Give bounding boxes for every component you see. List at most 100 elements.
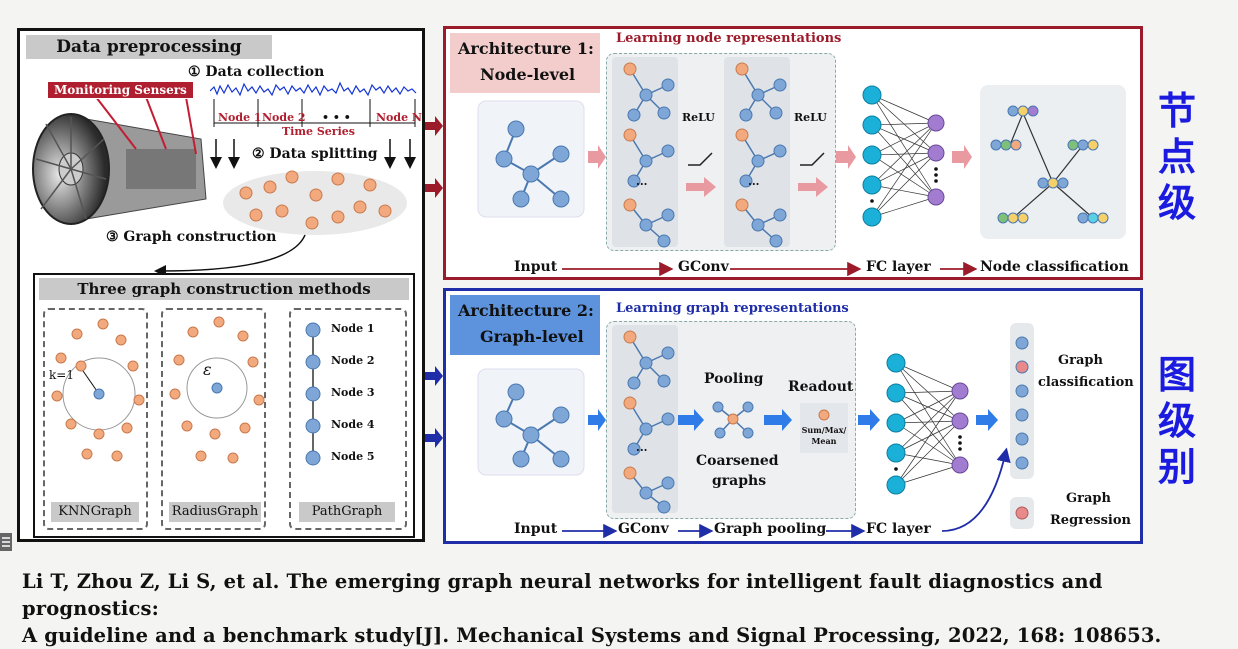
- arch2-flow-gconv: GConv: [618, 521, 669, 537]
- arch2-gconv-stack: [612, 325, 678, 514]
- arch1-dots-1: ...: [636, 175, 648, 188]
- path-graph-label: PathGraph: [299, 502, 395, 522]
- arch1-section-title: Learning node representations: [616, 31, 842, 46]
- graph-regression-line2: Regression: [1050, 513, 1131, 528]
- path-node-1: Node 1: [331, 322, 375, 335]
- time-series-label: Time Series: [282, 125, 355, 138]
- arch1-relu-1: ReLU: [682, 111, 715, 124]
- arch2-input-graph: [477, 368, 585, 476]
- graph-level-cn-label: 图 级 别: [1152, 352, 1202, 490]
- path-node-3: Node 3: [331, 386, 375, 399]
- arch1-title-line1: Architecture 1:: [458, 39, 594, 58]
- segment-node-2: Node 2: [262, 111, 306, 124]
- arch2-flow-input: Input: [514, 521, 558, 537]
- arch1-input-graph: [477, 100, 585, 218]
- node-level-cn-label: 节 点 级: [1152, 88, 1202, 226]
- arch2-dots: ...: [636, 441, 648, 454]
- step-graph-construction: ③ Graph construction: [106, 229, 277, 245]
- arch2-coarsened-line1: Coarsened: [696, 453, 779, 469]
- arch2-flow-arrows: [562, 447, 1011, 539]
- knn-graph-diagram: [51, 318, 145, 462]
- arch2-arrow-readout: [764, 409, 792, 431]
- readout-ops-line1: Sum/Max/: [801, 425, 847, 435]
- arch2-readout-box: Sum/Max/ Mean: [800, 403, 848, 453]
- arch2-coarsened-graph: [712, 401, 754, 439]
- radius-graph-box: ε RadiusGraph: [161, 308, 266, 530]
- path-node-4: Node 4: [331, 418, 375, 431]
- arch1-flow-node-classification: Node classification: [980, 259, 1129, 275]
- time-series-signal: [210, 81, 417, 127]
- path-graph-diagram: [305, 322, 321, 466]
- cn-char: 点: [1157, 135, 1196, 179]
- citation-line-1: Li T, Zhou Z, Li S, et al. The emerging …: [22, 570, 1103, 620]
- data-preprocessing-title: Data preprocessing: [26, 35, 272, 59]
- cn-char: 节: [1157, 89, 1196, 133]
- readout-node: [818, 409, 830, 421]
- path-node-5: Node 5: [331, 450, 375, 463]
- cn-char: 图: [1157, 353, 1196, 397]
- arch1-dots-2: ...: [748, 175, 760, 188]
- arch2-readout-label: Readout: [788, 379, 854, 395]
- arch1-flow-input: Input: [514, 259, 558, 275]
- architecture-2-panel: Architecture 2: Graph-level Learning gra…: [443, 288, 1143, 544]
- knn-graph-label: KNNGraph: [51, 502, 139, 522]
- arch2-section-title: Learning graph representations: [616, 301, 849, 316]
- arch2-arrow-output: [976, 409, 998, 431]
- cn-char: 别: [1157, 445, 1196, 489]
- arch1-title-line2: Node-level: [480, 65, 576, 84]
- sensors-label: Monitoring Sensers: [47, 81, 194, 99]
- arch2-fc-layer: [886, 353, 969, 495]
- radius-epsilon-label: ε: [203, 360, 212, 379]
- panel-connector-arrows: [425, 116, 443, 448]
- arch2-arrow-fc: [858, 409, 880, 431]
- arch2-regression-output: [1010, 497, 1034, 529]
- radius-graph-label: RadiusGraph: [169, 502, 261, 522]
- arch1-gconv-stacks: [612, 57, 828, 248]
- engine-illustration: [32, 96, 207, 225]
- arch1-title-box: Architecture 1: Node-level: [450, 33, 600, 93]
- citation-line-2: A guideline and a benchmark study[J]. Me…: [22, 624, 1162, 647]
- arch2-title-line2: Graph-level: [480, 327, 584, 346]
- arch1-relu-2: ReLU: [794, 111, 827, 124]
- cn-char: 级: [1157, 181, 1196, 225]
- step-data-splitting: ② Data splitting: [252, 146, 378, 162]
- splitting-arrows: [210, 139, 416, 169]
- step-data-collection: ① Data collection: [188, 64, 325, 80]
- arch2-arrow-input: [588, 409, 606, 431]
- three-methods-box: Three graph construction methods k=1 KNN…: [33, 273, 415, 538]
- segment-node-n: Node N: [376, 111, 422, 124]
- path-node-2: Node 2: [331, 354, 375, 367]
- arch2-classification-output: [1010, 323, 1034, 479]
- readout-ops-line2: Mean: [811, 436, 837, 446]
- graph-regression-line1: Graph: [1066, 491, 1111, 506]
- arch1-arrow-fc: [836, 145, 856, 169]
- arch2-pooling-label: Pooling: [704, 371, 764, 387]
- construction-arrow: [154, 234, 306, 277]
- arch1-flow-arrows: [562, 261, 978, 277]
- architecture-1-panel: Architecture 1: Node-level Learning node…: [443, 26, 1143, 280]
- arch1-node-classification-tree: [980, 85, 1126, 239]
- cn-char: 级: [1157, 399, 1196, 443]
- arch2-title-line1: Architecture 2:: [458, 301, 594, 320]
- citation: Li T, Zhou Z, Li S, et al. The emerging …: [22, 568, 1232, 649]
- arch1-flow-fc-layer: FC layer: [866, 259, 931, 275]
- data-preprocessing-panel: Data preprocessing Monitoring Sensers ① …: [17, 28, 425, 542]
- graph-classification-line1: Graph: [1058, 353, 1103, 368]
- three-methods-title: Three graph construction methods: [39, 278, 409, 300]
- arch2-title-box: Architecture 2: Graph-level: [450, 295, 600, 355]
- path-graph-box: Node 1 Node 2 Node 3 Node 4 Node 5 PathG…: [289, 308, 407, 530]
- arch2-coarsened-line2: graphs: [712, 473, 767, 489]
- arch1-flow-gconv: GConv: [678, 259, 729, 275]
- menu-icon[interactable]: [0, 533, 12, 551]
- arch2-flow-graph-pooling: Graph pooling: [714, 521, 827, 537]
- knn-k-label: k=1: [49, 368, 74, 382]
- arch2-arrow-pooling: [678, 409, 704, 431]
- arch1-arrow-classification: [952, 145, 972, 169]
- segment-dots: • • •: [322, 111, 351, 124]
- segment-node-1: Node 1: [218, 111, 262, 124]
- radius-graph-diagram: [169, 316, 265, 464]
- arch1-fc-layer: [862, 85, 945, 227]
- graph-classification-line2: classification: [1038, 375, 1134, 390]
- split-nodes-cloud: [223, 170, 407, 235]
- knn-graph-box: k=1 KNNGraph: [43, 308, 148, 530]
